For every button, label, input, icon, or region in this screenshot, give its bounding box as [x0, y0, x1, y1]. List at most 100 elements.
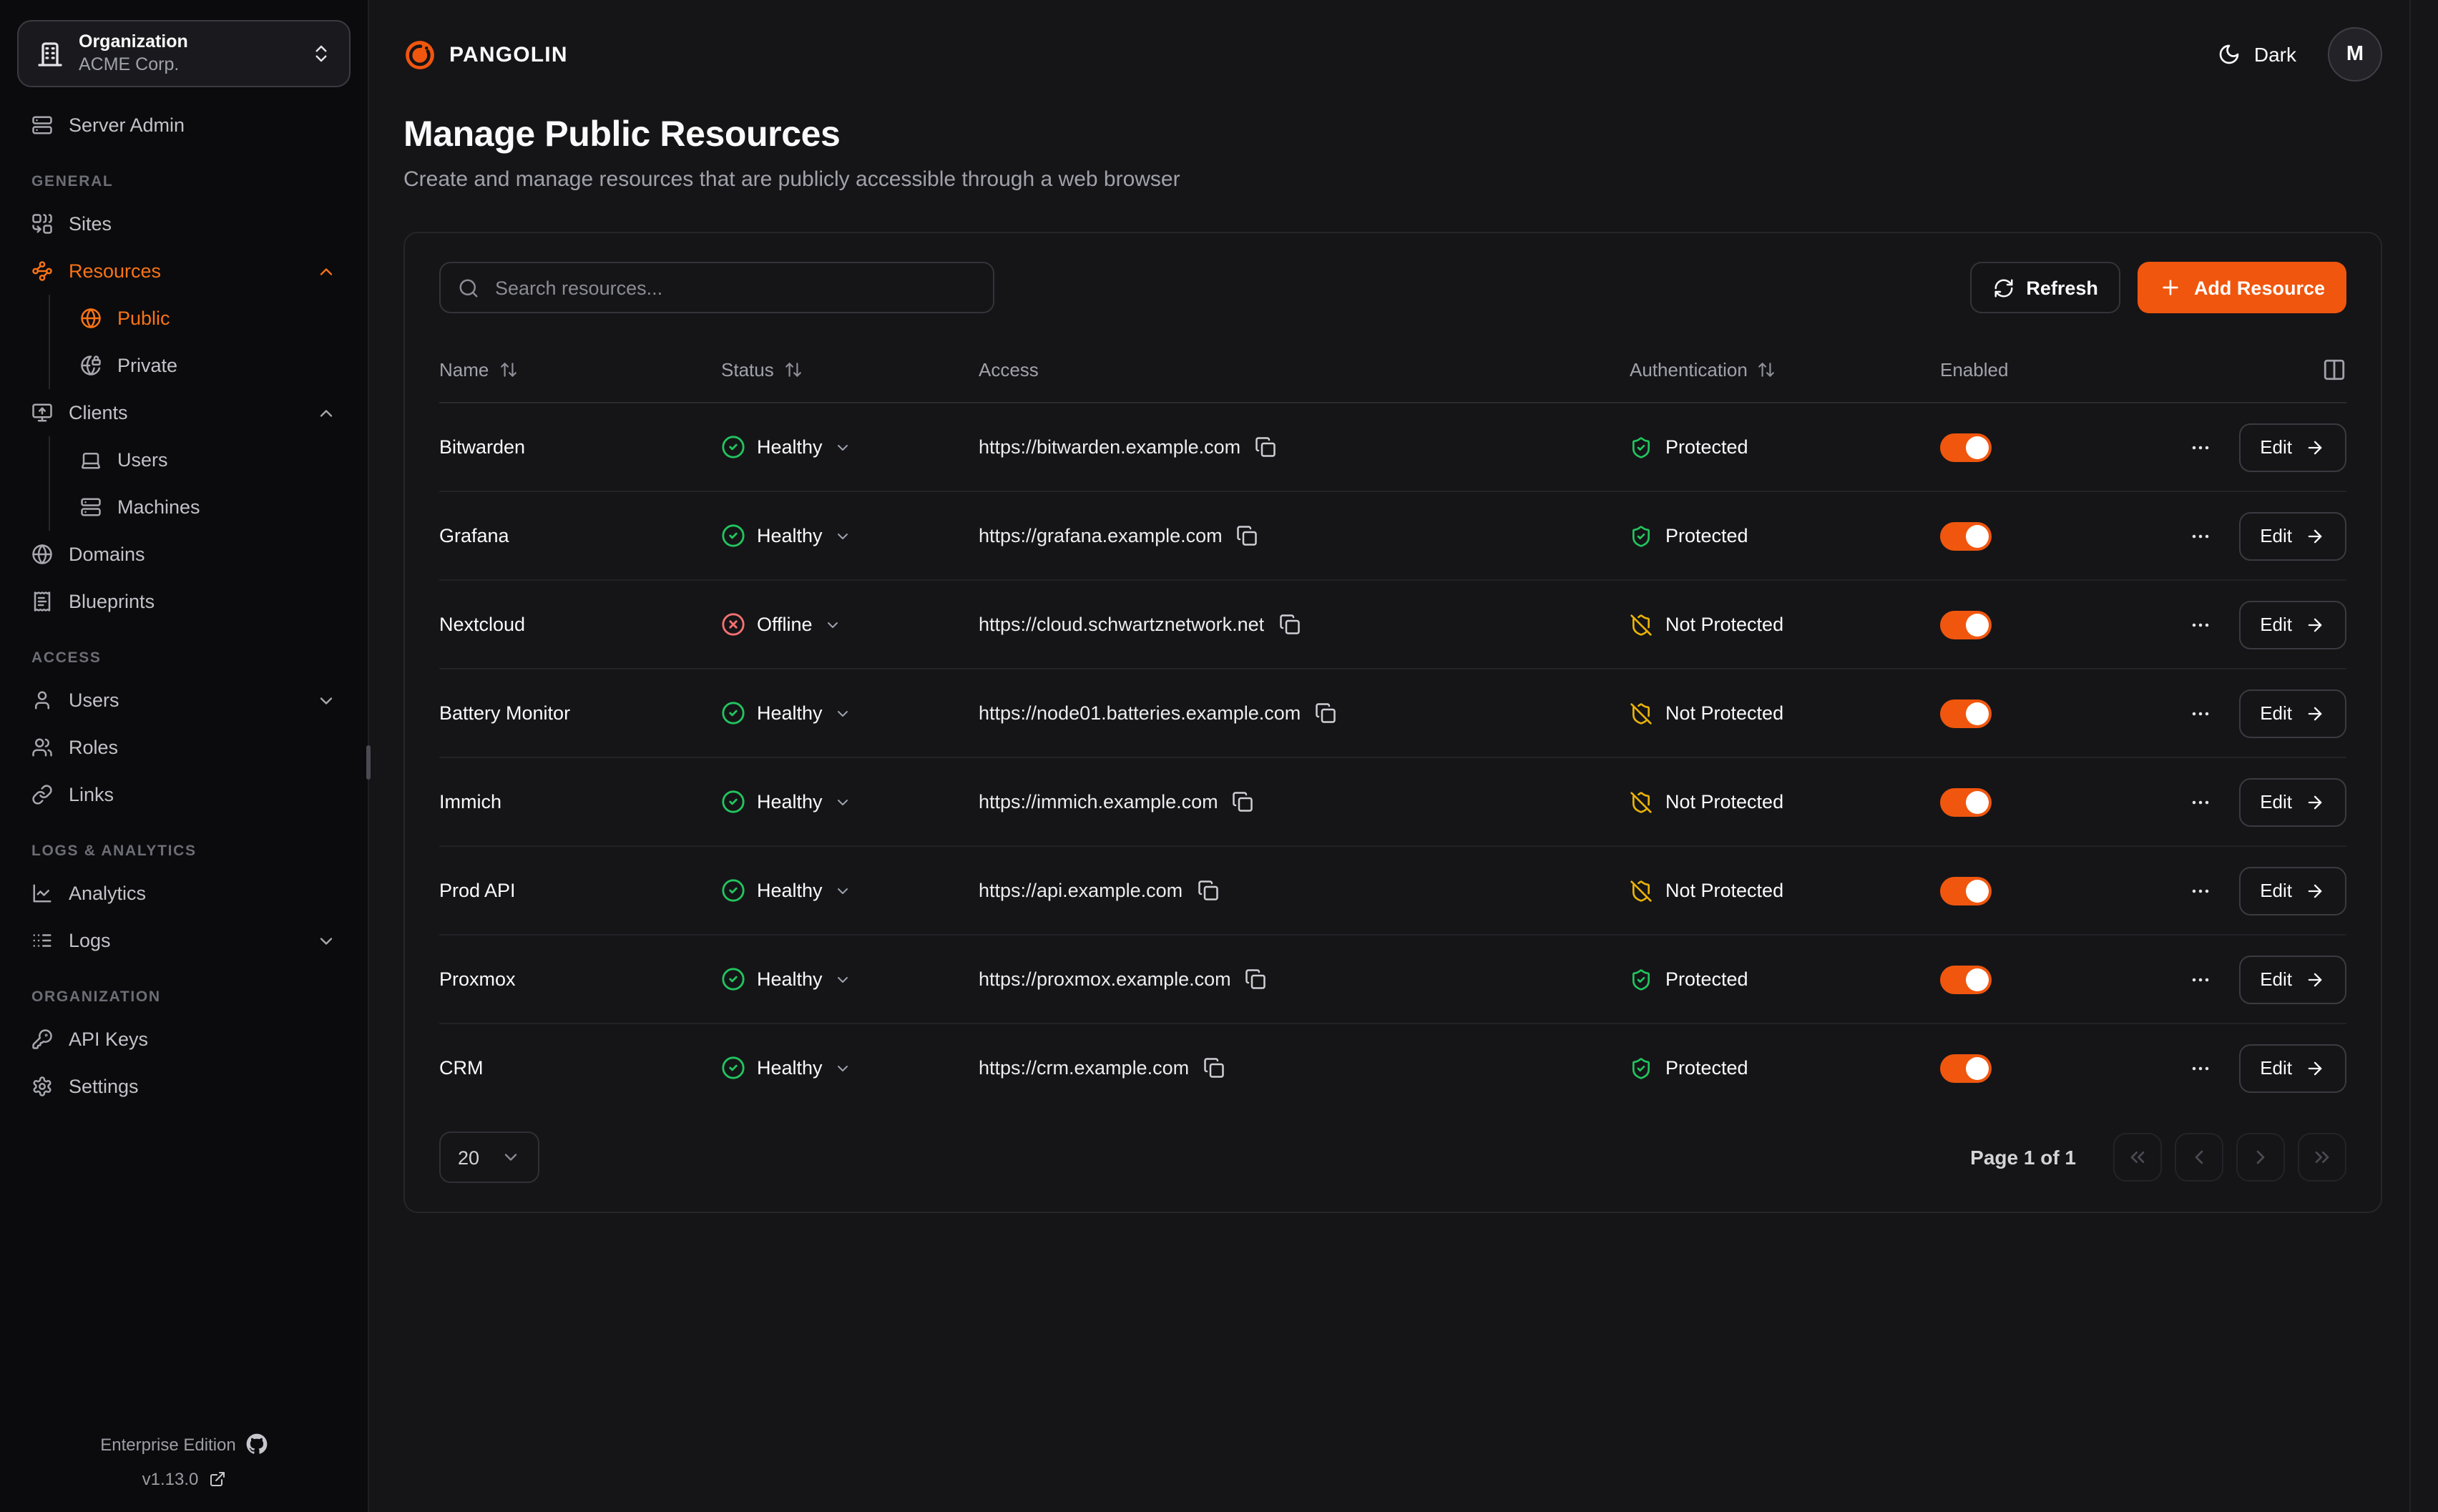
shield-check-icon [1632, 436, 1650, 458]
auth-status: Not Protected [1630, 702, 1940, 725]
sidebar-subgroup: Users Machines [49, 436, 351, 531]
refresh-button[interactable]: Refresh [1970, 262, 2121, 313]
copy-url-button[interactable] [1315, 702, 1336, 724]
status-dropdown[interactable]: Offline [721, 612, 979, 637]
edition-line[interactable]: Enterprise Edition [0, 1433, 368, 1455]
add-resource-button[interactable]: Add Resource [2138, 262, 2346, 313]
resource-url[interactable]: https://crm.example.com [979, 1057, 1190, 1079]
copy-url-button[interactable] [1255, 436, 1276, 458]
enabled-toggle[interactable] [1940, 610, 1992, 639]
copy-url-button[interactable] [1197, 880, 1218, 901]
edit-button[interactable]: Edit [2238, 1044, 2346, 1092]
sidebar-item-users[interactable]: Users [17, 677, 351, 724]
status-dropdown[interactable]: Healthy [721, 1056, 979, 1080]
resource-row: Bitwarden Healthy https://bitwarden.exampl… [439, 403, 2346, 491]
sidebar-item-roles[interactable]: Roles [17, 724, 351, 771]
sidebar-item-api-keys[interactable]: API Keys [17, 1016, 351, 1063]
edit-button[interactable]: Edit [2238, 866, 2346, 915]
sidebar-item-machines[interactable]: Machines [50, 483, 351, 531]
sidebar-item-settings[interactable]: Settings [17, 1063, 351, 1110]
resource-url[interactable]: https://immich.example.com [979, 791, 1218, 813]
status-dropdown[interactable]: Healthy [721, 967, 979, 991]
organization-selector[interactable]: Organization ACME Corp. [17, 20, 351, 87]
sidebar-item-label: Settings [69, 1076, 139, 1097]
scrollbar-track[interactable] [2409, 0, 2411, 1512]
resource-url[interactable]: https://api.example.com [979, 880, 1183, 901]
sidebar-item-links[interactable]: Links [17, 771, 351, 818]
row-menu-button[interactable] [2187, 878, 2213, 903]
status-dropdown[interactable]: Healthy [721, 878, 979, 903]
status-dropdown[interactable]: Healthy [721, 435, 979, 459]
sidebar-item-private[interactable]: Private [50, 342, 351, 389]
table-body: Bitwarden Healthy https://bitwarden.exampl… [439, 403, 2346, 1111]
status-dropdown[interactable]: Healthy [721, 524, 979, 548]
row-menu-button[interactable] [2187, 523, 2213, 549]
row-menu-button[interactable] [2187, 789, 2213, 815]
enabled-toggle[interactable] [1940, 787, 1992, 816]
sidebar-item-public[interactable]: Public [50, 295, 351, 342]
circle-check-icon [722, 702, 745, 725]
edit-button[interactable]: Edit [2238, 511, 2346, 560]
receipt-icon [34, 591, 51, 612]
edit-button[interactable]: Edit [2238, 423, 2346, 471]
enabled-toggle[interactable] [1940, 876, 1992, 905]
sidebar-resize-handle[interactable] [366, 745, 371, 780]
column-header-name[interactable]: Name [439, 358, 721, 380]
row-menu-button[interactable] [2187, 1055, 2213, 1081]
copy-icon [1316, 703, 1336, 723]
search-box [439, 262, 994, 313]
version-line[interactable]: v1.13.0 [0, 1469, 368, 1489]
resource-row: Proxmox Healthy https://proxmox.example.co… [439, 934, 2346, 1023]
user-avatar[interactable]: M [2328, 27, 2382, 82]
sidebar-item-logs[interactable]: Logs [17, 917, 351, 964]
sidebar-item-server-admin[interactable]: Server Admin [17, 102, 351, 149]
sidebar-item-client-users[interactable]: Users [50, 436, 351, 483]
edit-button[interactable]: Edit [2238, 777, 2346, 826]
sidebar-item-clients[interactable]: Clients [17, 389, 351, 436]
link-icon [32, 785, 52, 805]
more-horizontal-icon [2191, 888, 2208, 893]
sidebar-item-analytics[interactable]: Analytics [17, 870, 351, 917]
sidebar-item-sites[interactable]: Sites [17, 200, 351, 247]
copy-url-button[interactable] [1278, 614, 1300, 635]
sidebar-item-resources[interactable]: Resources [17, 247, 351, 295]
page-size-select[interactable]: 20 [439, 1131, 539, 1183]
resource-url[interactable]: https://grafana.example.com [979, 525, 1223, 546]
sidebar-item-blueprints[interactable]: Blueprints [17, 578, 351, 625]
enabled-toggle[interactable] [1940, 965, 1992, 993]
column-header-status[interactable]: Status [721, 358, 979, 380]
search-input[interactable] [492, 275, 976, 300]
row-menu-button[interactable] [2187, 612, 2213, 637]
resource-url[interactable]: https://bitwarden.example.com [979, 436, 1241, 458]
first-page-button[interactable] [2113, 1133, 2162, 1182]
edit-button[interactable]: Edit [2238, 955, 2346, 1003]
enabled-toggle[interactable] [1940, 433, 1992, 461]
last-page-button[interactable] [2298, 1133, 2346, 1182]
status-dropdown[interactable]: Healthy [721, 790, 979, 814]
row-menu-button[interactable] [2187, 966, 2213, 992]
copy-url-button[interactable] [1237, 525, 1258, 546]
enabled-toggle[interactable] [1940, 1054, 1992, 1082]
copy-url-button[interactable] [1245, 968, 1267, 990]
resource-url[interactable]: https://cloud.schwartznetwork.net [979, 614, 1265, 635]
resource-url[interactable]: https://proxmox.example.com [979, 968, 1231, 990]
row-menu-button[interactable] [2187, 700, 2213, 726]
theme-toggle-button[interactable]: Dark [2218, 43, 2296, 66]
edit-button[interactable]: Edit [2238, 689, 2346, 737]
column-visibility-button[interactable] [2322, 357, 2346, 381]
next-page-button[interactable] [2236, 1133, 2285, 1182]
prev-page-button[interactable] [2175, 1133, 2223, 1182]
edit-button[interactable]: Edit [2238, 600, 2346, 649]
status-dropdown[interactable]: Healthy [721, 701, 979, 725]
sidebar-item-label: Public [117, 308, 170, 329]
table-header: Name Status Access Authentication Enabled [439, 336, 2346, 403]
column-header-authentication[interactable]: Authentication [1630, 358, 1940, 380]
enabled-toggle[interactable] [1940, 521, 1992, 550]
row-menu-button[interactable] [2187, 434, 2213, 460]
resource-url[interactable]: https://node01.batteries.example.com [979, 702, 1301, 724]
gear-icon [33, 1076, 52, 1096]
sidebar-item-domains[interactable]: Domains [17, 531, 351, 578]
enabled-toggle[interactable] [1940, 699, 1992, 727]
copy-url-button[interactable] [1203, 1057, 1225, 1079]
copy-url-button[interactable] [1233, 791, 1254, 813]
